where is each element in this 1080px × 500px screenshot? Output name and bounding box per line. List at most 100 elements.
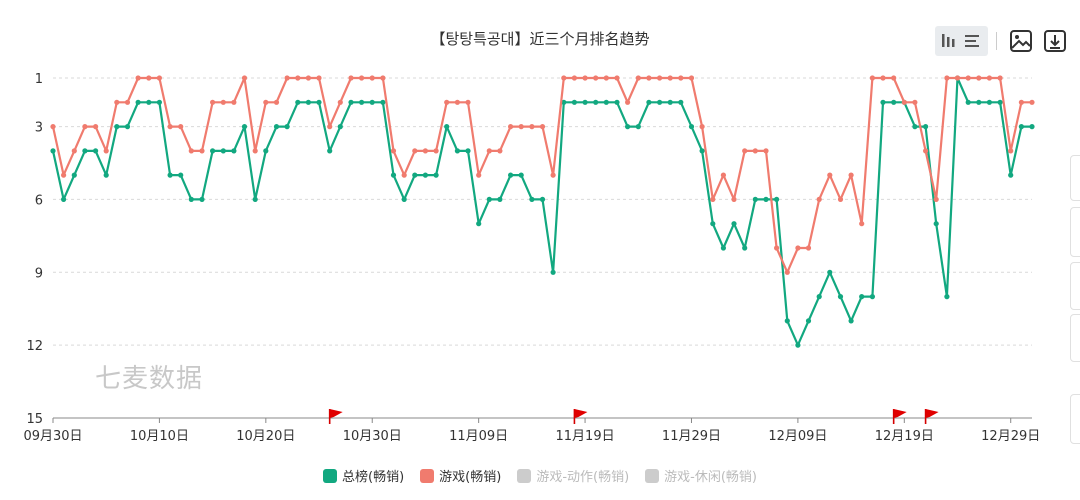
data-point[interactable]: [476, 172, 482, 178]
data-point[interactable]: [348, 75, 354, 81]
data-point[interactable]: [497, 148, 503, 154]
data-point[interactable]: [188, 196, 194, 202]
side-panel-tab[interactable]: [1070, 394, 1080, 444]
data-point[interactable]: [954, 75, 961, 81]
data-point[interactable]: [891, 99, 897, 105]
data-point[interactable]: [869, 294, 876, 300]
data-point[interactable]: [742, 245, 748, 251]
data-point[interactable]: [635, 75, 641, 81]
data-point[interactable]: [816, 196, 822, 202]
data-point[interactable]: [369, 99, 375, 105]
data-point[interactable]: [135, 99, 141, 105]
data-point[interactable]: [50, 148, 56, 154]
data-point[interactable]: [454, 99, 460, 105]
data-point[interactable]: [805, 318, 812, 324]
data-point[interactable]: [71, 172, 77, 178]
data-point[interactable]: [231, 148, 237, 154]
data-point[interactable]: [359, 99, 365, 105]
data-point[interactable]: [412, 172, 418, 178]
data-point[interactable]: [795, 342, 801, 348]
data-point[interactable]: [82, 124, 88, 130]
data-point[interactable]: [433, 172, 439, 178]
data-point[interactable]: [880, 75, 886, 81]
data-point[interactable]: [561, 75, 567, 81]
data-point[interactable]: [390, 172, 397, 178]
data-point[interactable]: [231, 99, 237, 105]
data-point[interactable]: [465, 148, 471, 154]
data-point[interactable]: [305, 75, 311, 81]
data-point[interactable]: [944, 294, 950, 300]
legend-item-game-chart[interactable]: 游戏(畅销): [420, 466, 501, 485]
data-point[interactable]: [784, 318, 790, 324]
data-point[interactable]: [667, 99, 673, 105]
data-point[interactable]: [625, 124, 631, 130]
data-point[interactable]: [188, 148, 194, 154]
legend-item-casual-chart[interactable]: 游戏-休闲(畅销): [645, 466, 757, 485]
data-point[interactable]: [1008, 148, 1014, 154]
data-point[interactable]: [114, 124, 120, 130]
data-point[interactable]: [774, 245, 780, 251]
data-point[interactable]: [454, 148, 460, 154]
data-point[interactable]: [156, 99, 162, 105]
data-point[interactable]: [688, 75, 695, 81]
legend-item-total-chart[interactable]: 总榜(畅销): [323, 466, 404, 485]
data-point[interactable]: [539, 124, 546, 130]
data-point[interactable]: [805, 245, 812, 251]
list-icon[interactable]: [958, 26, 988, 56]
data-point[interactable]: [241, 124, 248, 130]
data-point[interactable]: [327, 124, 333, 130]
data-point[interactable]: [986, 75, 993, 81]
data-point[interactable]: [178, 124, 184, 130]
data-point[interactable]: [124, 124, 131, 130]
data-point[interactable]: [550, 269, 556, 275]
data-point[interactable]: [348, 99, 354, 105]
data-point[interactable]: [210, 148, 216, 154]
data-point[interactable]: [412, 148, 418, 154]
data-point[interactable]: [380, 99, 386, 105]
event-flag-icon[interactable]: [573, 409, 588, 424]
data-point[interactable]: [61, 196, 67, 202]
data-point[interactable]: [710, 221, 716, 227]
data-point[interactable]: [550, 172, 556, 178]
data-point[interactable]: [635, 124, 641, 130]
data-point[interactable]: [497, 196, 503, 202]
data-point[interactable]: [337, 99, 343, 105]
data-point[interactable]: [210, 99, 216, 105]
data-point[interactable]: [720, 172, 727, 178]
data-point[interactable]: [837, 196, 844, 202]
data-point[interactable]: [444, 99, 450, 105]
data-point[interactable]: [486, 148, 492, 154]
data-point[interactable]: [1008, 172, 1014, 178]
data-point[interactable]: [678, 75, 684, 81]
data-point[interactable]: [380, 75, 386, 81]
data-point[interactable]: [508, 124, 514, 130]
data-point[interactable]: [71, 148, 77, 154]
side-panel-tab[interactable]: [1070, 207, 1080, 257]
data-point[interactable]: [795, 245, 801, 251]
side-panel-tab[interactable]: [1070, 262, 1080, 310]
data-point[interactable]: [465, 99, 471, 105]
data-point[interactable]: [529, 124, 535, 130]
data-point[interactable]: [252, 148, 258, 154]
data-point[interactable]: [763, 148, 769, 154]
data-point[interactable]: [912, 124, 918, 130]
data-point[interactable]: [103, 148, 109, 154]
data-point[interactable]: [518, 124, 524, 130]
data-point[interactable]: [859, 294, 865, 300]
data-point[interactable]: [337, 124, 343, 130]
data-point[interactable]: [923, 124, 929, 130]
data-point[interactable]: [103, 172, 109, 178]
data-point[interactable]: [827, 269, 833, 275]
data-point[interactable]: [433, 148, 439, 154]
data-point[interactable]: [965, 75, 971, 81]
data-point[interactable]: [816, 294, 822, 300]
data-point[interactable]: [114, 99, 120, 105]
data-point[interactable]: [124, 99, 131, 105]
data-point[interactable]: [476, 221, 482, 227]
data-point[interactable]: [241, 75, 248, 81]
data-point[interactable]: [316, 75, 322, 81]
data-point[interactable]: [752, 148, 758, 154]
data-point[interactable]: [93, 124, 99, 130]
data-point[interactable]: [880, 99, 886, 105]
data-point[interactable]: [273, 124, 280, 130]
